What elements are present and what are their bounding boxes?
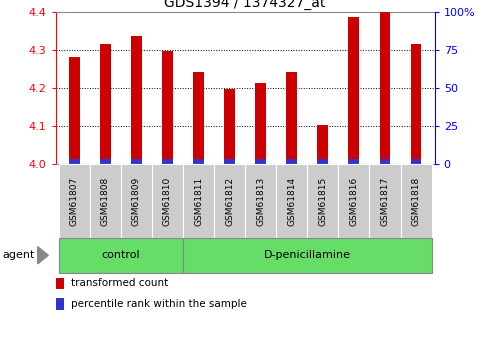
Text: control: control <box>101 250 140 260</box>
Text: GSM61815: GSM61815 <box>318 176 327 226</box>
Bar <box>100 159 111 164</box>
Text: GSM61816: GSM61816 <box>349 176 358 226</box>
Bar <box>56 298 64 309</box>
Text: agent: agent <box>2 250 35 260</box>
Text: transformed count: transformed count <box>71 278 169 288</box>
Bar <box>380 159 390 164</box>
Text: GSM61817: GSM61817 <box>381 176 389 226</box>
Text: GSM61818: GSM61818 <box>412 176 421 226</box>
Bar <box>380 11 390 159</box>
Bar <box>276 164 307 238</box>
Bar <box>307 164 339 238</box>
Bar <box>286 72 297 159</box>
Bar <box>339 164 369 238</box>
Bar <box>255 159 266 164</box>
Text: GSM61809: GSM61809 <box>132 176 141 226</box>
Bar <box>69 159 80 164</box>
Bar <box>183 238 432 273</box>
Bar <box>193 159 204 164</box>
Bar <box>369 164 400 238</box>
Bar <box>411 43 422 159</box>
Text: GSM61813: GSM61813 <box>256 176 265 226</box>
Text: GSM61810: GSM61810 <box>163 176 172 226</box>
Bar <box>152 164 183 238</box>
Text: percentile rank within the sample: percentile rank within the sample <box>71 299 247 309</box>
Bar <box>348 17 359 159</box>
Bar <box>400 164 432 238</box>
Bar <box>286 159 297 164</box>
Bar <box>131 36 142 159</box>
Bar <box>162 51 173 159</box>
Text: GSM61807: GSM61807 <box>70 176 79 226</box>
Bar <box>224 159 235 164</box>
Title: GDS1394 / 1374327_at: GDS1394 / 1374327_at <box>164 0 326 10</box>
Bar <box>317 159 328 164</box>
Bar <box>131 159 142 164</box>
Bar <box>90 164 121 238</box>
Bar <box>56 278 64 289</box>
Bar <box>100 43 111 159</box>
Bar <box>317 125 328 159</box>
Text: GSM61814: GSM61814 <box>287 176 296 226</box>
Bar <box>224 89 235 159</box>
Bar <box>255 83 266 159</box>
Bar <box>348 159 359 164</box>
Bar <box>58 164 90 238</box>
Text: GSM61811: GSM61811 <box>194 176 203 226</box>
Bar <box>411 159 422 164</box>
Bar <box>214 164 245 238</box>
Bar <box>58 238 183 273</box>
Bar <box>193 72 204 159</box>
Text: GSM61808: GSM61808 <box>101 176 110 226</box>
Bar <box>245 164 276 238</box>
Text: D-penicillamine: D-penicillamine <box>264 250 351 260</box>
Text: GSM61812: GSM61812 <box>225 176 234 226</box>
Bar <box>121 164 152 238</box>
Bar <box>162 159 173 164</box>
Bar <box>183 164 214 238</box>
Bar <box>69 57 80 159</box>
